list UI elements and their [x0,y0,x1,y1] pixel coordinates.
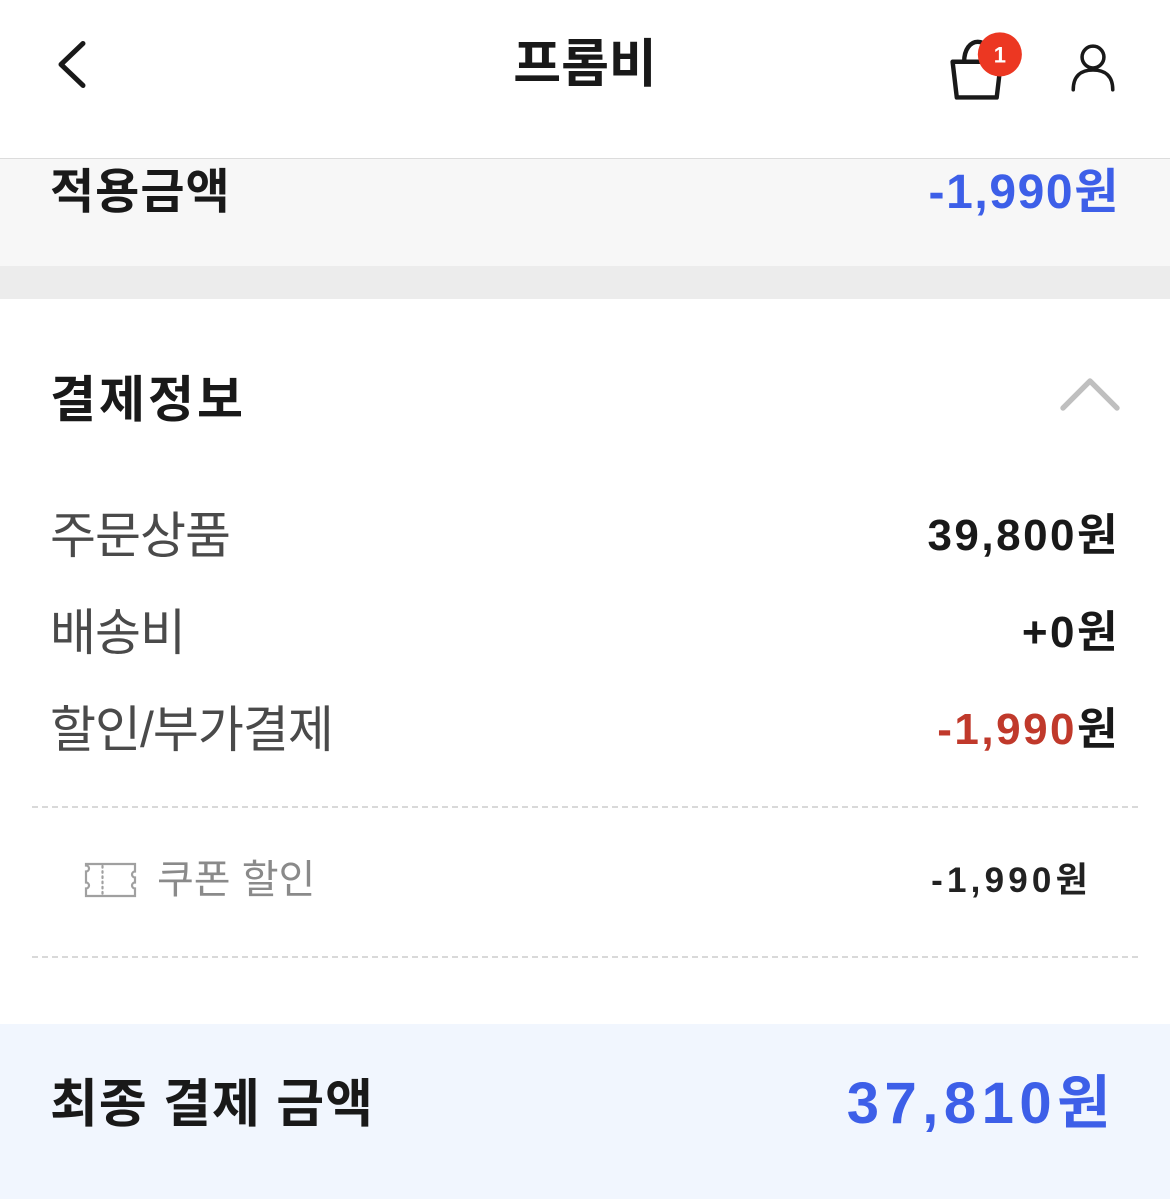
svg-text:1: 1 [994,42,1006,67]
